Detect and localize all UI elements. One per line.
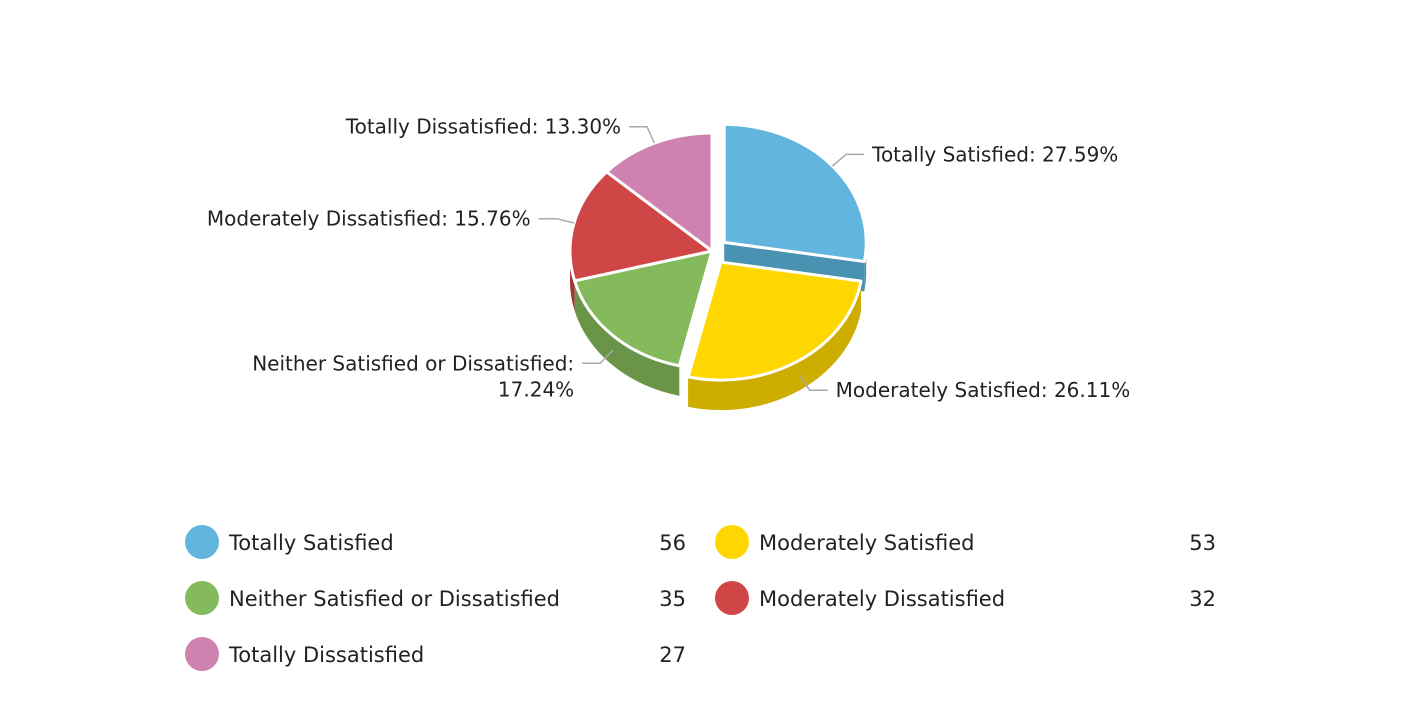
data-label-neither-satisfied-or-dissatisfied: Neither Satisfied or Dissatisfied: (252, 351, 574, 375)
connector-totally-satisfied (831, 153, 865, 167)
legend-value: 35 (659, 587, 686, 611)
moderately-satisfied-side (688, 281, 862, 411)
legend-label: Neither Satisfied or Dissatisfied (229, 587, 560, 611)
legend-label: Moderately Satisfied (759, 531, 975, 555)
connector-totally-dissatisfied (629, 125, 656, 144)
pie-slice-totally-satisfied[interactable] (722, 122, 868, 263)
legend-value: 56 (659, 531, 686, 555)
legend-item-totally-satisfied[interactable]: Totally Satisfied 56 (185, 525, 686, 559)
neither-satisfied-or-dissatisfied-side (574, 280, 680, 396)
legend-value: 53 (1189, 531, 1216, 555)
legend-swatch (185, 581, 219, 615)
pie-layer (568, 122, 868, 411)
connector-moderately-satisfied (799, 374, 828, 391)
legend-swatch (715, 581, 749, 615)
legend-swatch (715, 525, 749, 559)
legend-item-totally-dissatisfied[interactable]: Totally Dissatisfied 27 (185, 637, 686, 671)
data-label-percent-neither-satisfied-or-dissatisfied: 17.24% (498, 377, 574, 401)
legend-value: 27 (659, 643, 686, 667)
legend-swatch (185, 525, 219, 559)
moderately-dissatisfied-side (570, 251, 575, 311)
pie-slice-moderately-satisfied[interactable] (686, 260, 863, 382)
pie-slice-neither-satisfied-or-dissatisfied[interactable] (573, 249, 714, 368)
legend-label: Totally Dissatisfied (228, 643, 424, 667)
legend-item-moderately-satisfied[interactable]: Moderately Satisfied 53 (715, 525, 1216, 559)
legend-swatch (185, 637, 219, 671)
data-label-moderately-dissatisfied: Moderately Dissatisfied: 15.76% (207, 207, 531, 231)
legend-label: Moderately Dissatisfied (759, 587, 1005, 611)
legend-item-neither-satisfied-or-dissatisfied[interactable]: Neither Satisfied or Dissatisfied 35 (185, 581, 686, 615)
legend-label: Totally Satisfied (228, 531, 394, 555)
data-label-totally-dissatisfied: Totally Dissatisfied: 13.30% (345, 115, 621, 139)
legend-value: 32 (1189, 587, 1216, 611)
connector-neither-satisfied-or-dissatisfied (582, 349, 614, 365)
data-label-totally-satisfied: Totally Satisfied: 27.59% (871, 142, 1118, 166)
pie-slice-moderately-dissatisfied[interactable] (568, 170, 714, 283)
pie-slice-totally-dissatisfied[interactable] (605, 131, 714, 253)
legend: Totally Satisfied 56 Moderately Satisfied 5… (185, 525, 1216, 671)
data-label-moderately-satisfied: Moderately Satisfied: 26.11% (836, 378, 1131, 402)
label-layer: Totally Satisfied: 27.59% Moderately Sati… (207, 115, 1130, 403)
connector-moderately-dissatisfied (538, 217, 575, 224)
legend-item-moderately-dissatisfied[interactable]: Moderately Dissatisfied 32 (715, 581, 1216, 615)
